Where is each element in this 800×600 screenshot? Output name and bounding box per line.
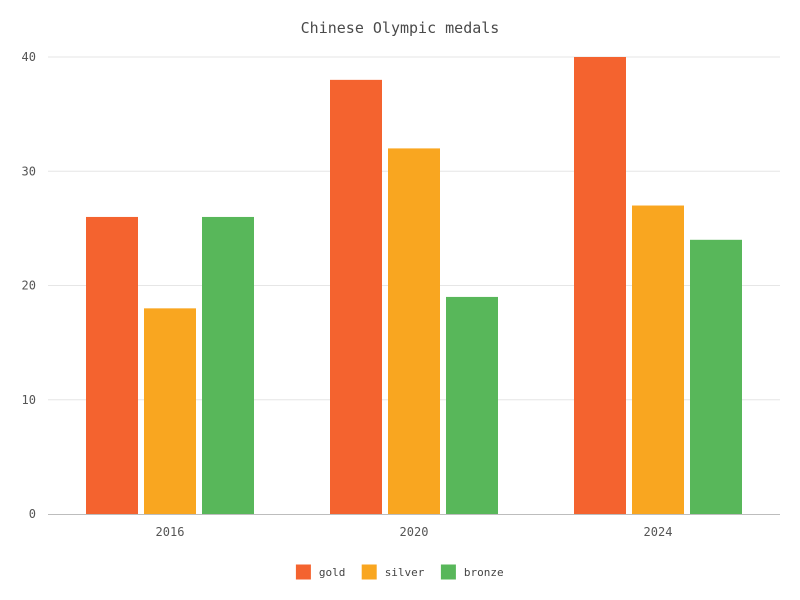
y-tick-label: 40 <box>22 50 36 64</box>
x-tick-label: 2020 <box>400 525 429 539</box>
legend-swatch-silver <box>361 564 377 580</box>
bar-gold-2020[interactable] <box>330 79 382 514</box>
legend: gold silver bronze <box>295 564 504 580</box>
legend-swatch-gold <box>295 564 311 580</box>
y-tick-label: 30 <box>22 164 36 178</box>
legend-label: bronze <box>464 566 504 579</box>
bar-bronze-2020[interactable] <box>446 296 498 514</box>
legend-label: silver <box>385 566 425 579</box>
bar-silver-2020[interactable] <box>388 148 440 514</box>
x-tick-label: 2024 <box>644 525 673 539</box>
bar-gold-2016[interactable] <box>86 216 138 514</box>
bar-bronze-2024[interactable] <box>690 239 742 515</box>
legend-label: gold <box>319 566 346 579</box>
legend-item-bronze[interactable]: bronze <box>440 564 504 580</box>
x-tick-label: 2016 <box>156 525 185 539</box>
x-axis: 2016 2020 2024 <box>48 514 780 539</box>
bar-silver-2016[interactable] <box>144 308 196 514</box>
legend-item-silver[interactable]: silver <box>361 564 425 580</box>
legend-swatch-bronze <box>440 564 456 580</box>
y-axis: 0 10 20 30 40 <box>22 50 36 521</box>
y-tick-label: 0 <box>29 507 36 521</box>
bar-silver-2024[interactable] <box>632 205 684 514</box>
y-tick-label: 20 <box>22 279 36 293</box>
chart-title: Chinese Olympic medals <box>301 19 500 37</box>
bars <box>86 57 742 515</box>
bar-bronze-2016[interactable] <box>202 216 254 514</box>
y-tick-label: 10 <box>22 393 36 407</box>
bar-gold-2024[interactable] <box>574 57 626 514</box>
legend-item-gold[interactable]: gold <box>295 564 346 580</box>
